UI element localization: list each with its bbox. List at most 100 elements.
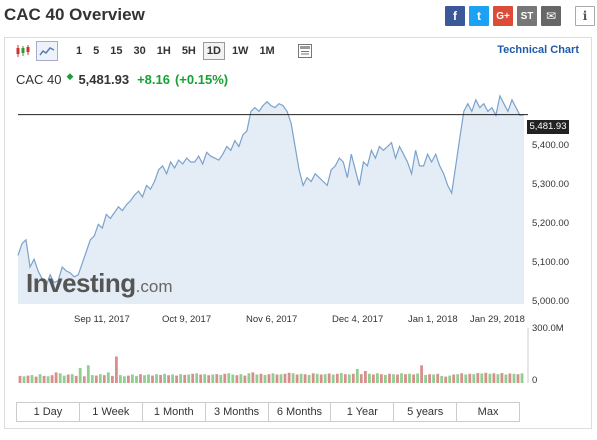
volume-bar	[106, 372, 110, 383]
volume-bar	[492, 373, 496, 383]
range-1-day[interactable]: 1 Day	[17, 403, 80, 421]
volume-bar	[335, 373, 339, 383]
volume-bar	[78, 368, 82, 383]
volume-bar	[191, 373, 195, 383]
volume-bar	[440, 375, 444, 383]
timeframe-1m[interactable]: 1M	[259, 45, 275, 57]
volume-bar	[70, 374, 74, 383]
chart-settings-icon[interactable]	[294, 41, 316, 61]
volume-bar	[460, 373, 464, 383]
volume-bar	[432, 374, 435, 383]
volume-bar	[307, 374, 311, 383]
volume-bar	[444, 376, 448, 383]
volume-bar	[90, 375, 94, 383]
volume-bar	[82, 376, 86, 383]
volume-bar	[115, 356, 118, 383]
volume-bar	[508, 373, 512, 383]
volume-bar	[22, 376, 26, 383]
volume-bar	[74, 375, 78, 383]
instrument-name: CAC 40	[16, 72, 62, 87]
volume-bar	[243, 375, 247, 383]
volume-bar	[207, 375, 211, 383]
quote-summary: CAC 40 ◆ 5,481.93 +8.16 (+0.15%)	[16, 71, 228, 87]
volume-bar	[215, 374, 219, 383]
range-1-week[interactable]: 1 Week	[80, 403, 143, 421]
volume-bar	[299, 373, 303, 383]
volume-bar	[26, 375, 30, 383]
volume-bar	[315, 373, 319, 383]
volume-bar	[476, 373, 480, 383]
volume-bar	[239, 374, 243, 383]
timeframe-1d[interactable]: 1D	[202, 42, 225, 60]
timeframe-1w[interactable]: 1W	[231, 45, 249, 57]
volume-bar	[127, 375, 130, 383]
volume-bar	[488, 373, 492, 383]
volume-bar	[380, 374, 383, 383]
volume-bar	[175, 375, 178, 383]
volume-bar	[319, 374, 323, 383]
volume-bar	[359, 374, 363, 383]
volume-bar	[139, 374, 142, 383]
volume-bar	[512, 373, 516, 383]
stocktwits-share-icon[interactable]: ST	[517, 6, 537, 26]
timeframe-15[interactable]: 15	[110, 45, 123, 57]
volume-bar	[187, 374, 191, 383]
volume-bar	[155, 374, 158, 383]
volume-bar	[251, 372, 255, 383]
volume-bar	[30, 375, 34, 383]
volume-bar	[203, 374, 207, 383]
technical-chart-link[interactable]: Technical Chart	[497, 44, 579, 56]
info-icon[interactable]: i	[575, 6, 595, 26]
price-series-line	[17, 94, 525, 289]
facebook-share-icon[interactable]: f	[445, 6, 465, 26]
candlestick-chart-icon[interactable]	[12, 41, 34, 61]
range-1-month[interactable]: 1 Month	[143, 403, 206, 421]
last-price-tag: 5,481.93	[527, 120, 569, 134]
x-tick-label: Jan 29, 2018	[470, 314, 525, 325]
page-title: CAC 40 Overview	[4, 5, 145, 24]
volume-bar	[151, 375, 154, 383]
volume-bar	[227, 373, 231, 383]
volume-bar	[219, 374, 223, 383]
timeframe-5[interactable]: 5	[93, 45, 100, 57]
y-tick-label: 5,300.00	[532, 179, 569, 191]
volume-bar	[34, 376, 38, 383]
timeframe-5h[interactable]: 5H	[181, 45, 196, 57]
range-5-years[interactable]: 5 years	[394, 403, 458, 421]
email-share-icon[interactable]: ✉	[541, 6, 561, 26]
volume-bar	[464, 374, 468, 383]
volume-bar	[179, 374, 182, 383]
volume-bar	[135, 375, 138, 383]
volume-bar	[295, 374, 299, 383]
area-chart-icon[interactable]	[36, 41, 58, 61]
volume-bar	[412, 374, 415, 383]
volume-bar	[66, 374, 70, 383]
volume-max-label: 300.0M	[532, 323, 564, 334]
volume-bar	[347, 374, 351, 383]
timeframe-1[interactable]: 1	[76, 45, 83, 57]
volume-bar	[119, 375, 122, 383]
volume-bar	[147, 374, 150, 383]
range-6-months[interactable]: 6 Months	[269, 403, 332, 421]
price-change: +8.16	[137, 72, 170, 87]
range-1-year[interactable]: 1 Year	[331, 403, 395, 421]
volume-bar	[283, 373, 287, 383]
timeframe-1h[interactable]: 1H	[156, 45, 171, 57]
volume-bar	[408, 373, 411, 383]
range-max[interactable]: Max	[477, 406, 499, 418]
x-tick-label: Nov 6, 2017	[246, 314, 298, 325]
volume-bar	[448, 375, 452, 383]
header: CAC 40 Overview f t G+ ST ✉ i	[0, 0, 597, 34]
google-plus-share-icon[interactable]: G+	[493, 6, 513, 26]
volume-bar	[372, 374, 375, 383]
volume-bar	[123, 376, 126, 383]
volume-bar	[62, 375, 66, 383]
twitter-share-icon[interactable]: t	[469, 6, 489, 26]
volume-bar	[42, 375, 46, 383]
range-3-months[interactable]: 3 Months	[206, 403, 269, 421]
timeframe-30[interactable]: 30	[133, 45, 146, 57]
volume-bar	[231, 374, 235, 383]
volume-bar	[159, 374, 162, 383]
volume-bar	[496, 374, 500, 383]
